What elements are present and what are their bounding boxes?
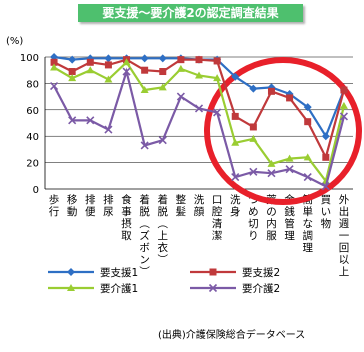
data-point bbox=[195, 56, 203, 64]
data-point bbox=[339, 101, 348, 109]
x-tick-label: 歩行 bbox=[49, 193, 60, 218]
y-tick-label: 100 bbox=[20, 53, 39, 64]
data-point bbox=[249, 167, 258, 176]
y-tick-label: 40 bbox=[26, 132, 39, 143]
y-tick-label: 20 bbox=[26, 159, 39, 170]
x-tick-label: 口腔清潔 bbox=[212, 194, 223, 242]
data-point bbox=[49, 81, 59, 91]
data-point bbox=[249, 134, 258, 142]
data-point bbox=[86, 58, 94, 66]
series-line bbox=[53, 67, 346, 188]
source-note: (出典)介護保険総合データベース bbox=[158, 330, 306, 341]
data-point bbox=[213, 57, 221, 65]
data-point bbox=[140, 86, 149, 93]
x-tick-label: つめ切り bbox=[248, 194, 259, 242]
data-point bbox=[122, 58, 131, 66]
data-point bbox=[213, 108, 222, 117]
data-point bbox=[303, 173, 312, 182]
data-point bbox=[158, 83, 167, 91]
data-point bbox=[104, 125, 113, 134]
data-point bbox=[140, 54, 149, 63]
data-point bbox=[285, 154, 294, 162]
data-point bbox=[194, 104, 204, 113]
data-point bbox=[231, 138, 240, 146]
data-point bbox=[249, 84, 258, 93]
x-tick-label: 排尿 bbox=[103, 193, 114, 218]
legend-marker bbox=[208, 283, 218, 293]
legend-marker bbox=[67, 268, 75, 276]
data-point bbox=[68, 55, 77, 64]
data-point bbox=[267, 159, 276, 167]
data-point bbox=[286, 94, 294, 102]
data-point bbox=[303, 153, 312, 161]
data-point bbox=[249, 123, 257, 131]
data-point bbox=[340, 86, 348, 94]
data-point bbox=[104, 54, 113, 63]
data-point bbox=[68, 116, 77, 125]
data-point bbox=[303, 103, 312, 112]
x-tick-label: 移動 bbox=[67, 193, 78, 218]
legend-label: 要介護2 bbox=[242, 282, 280, 295]
data-point bbox=[195, 71, 203, 79]
y-axis-label: (%) bbox=[6, 36, 23, 47]
highlight-ellipse bbox=[204, 57, 362, 205]
data-point bbox=[158, 54, 167, 63]
x-tick-label: 洗身 bbox=[230, 194, 241, 218]
data-point bbox=[304, 118, 312, 126]
x-tick-label: 着脱︵上衣︶ bbox=[158, 193, 169, 266]
data-point bbox=[177, 56, 185, 64]
series-line bbox=[53, 60, 346, 184]
data-point bbox=[104, 61, 112, 69]
legend-label: 要介護1 bbox=[100, 282, 138, 295]
x-tick-label: 着脱︵ズボン︶ bbox=[139, 193, 150, 278]
chart-title: 要支援～要介護2の認定調査結果 bbox=[78, 4, 303, 22]
y-tick-label: 0 bbox=[33, 185, 39, 196]
data-point bbox=[159, 68, 167, 76]
data-point bbox=[231, 173, 240, 182]
legend-marker bbox=[209, 268, 217, 276]
data-point bbox=[339, 112, 349, 121]
x-tick-label: 整髪 bbox=[176, 193, 187, 218]
data-point bbox=[140, 141, 149, 150]
data-point bbox=[321, 132, 330, 141]
data-point bbox=[176, 92, 185, 101]
data-point bbox=[122, 67, 131, 76]
y-tick-label: 60 bbox=[26, 106, 39, 117]
data-point bbox=[322, 153, 330, 161]
data-point bbox=[68, 74, 77, 82]
data-point bbox=[141, 66, 149, 74]
data-point bbox=[231, 112, 239, 120]
x-tick-label: 買い物 bbox=[321, 194, 332, 230]
data-point bbox=[104, 75, 113, 83]
data-point bbox=[68, 68, 76, 76]
x-tick-label: 食事摂取 bbox=[121, 193, 132, 242]
data-point bbox=[86, 66, 95, 74]
data-point bbox=[50, 63, 59, 71]
data-point bbox=[50, 58, 58, 66]
data-point bbox=[267, 87, 275, 95]
data-point bbox=[267, 169, 276, 178]
x-tick-label: 外出週一回以上 bbox=[339, 194, 350, 278]
data-point bbox=[158, 136, 167, 145]
data-point bbox=[176, 64, 185, 72]
data-point bbox=[213, 74, 222, 82]
data-point bbox=[86, 116, 95, 125]
legend-marker bbox=[67, 284, 75, 291]
data-point bbox=[231, 72, 240, 81]
data-point bbox=[285, 165, 294, 174]
legend-label: 要支援2 bbox=[242, 266, 280, 279]
x-tick-label: 洗顔 bbox=[194, 194, 205, 218]
data-point bbox=[321, 182, 330, 191]
y-tick-label: 80 bbox=[26, 79, 39, 90]
legend-label: 要支援1 bbox=[100, 266, 138, 279]
x-tick-label: 排便 bbox=[85, 193, 96, 218]
